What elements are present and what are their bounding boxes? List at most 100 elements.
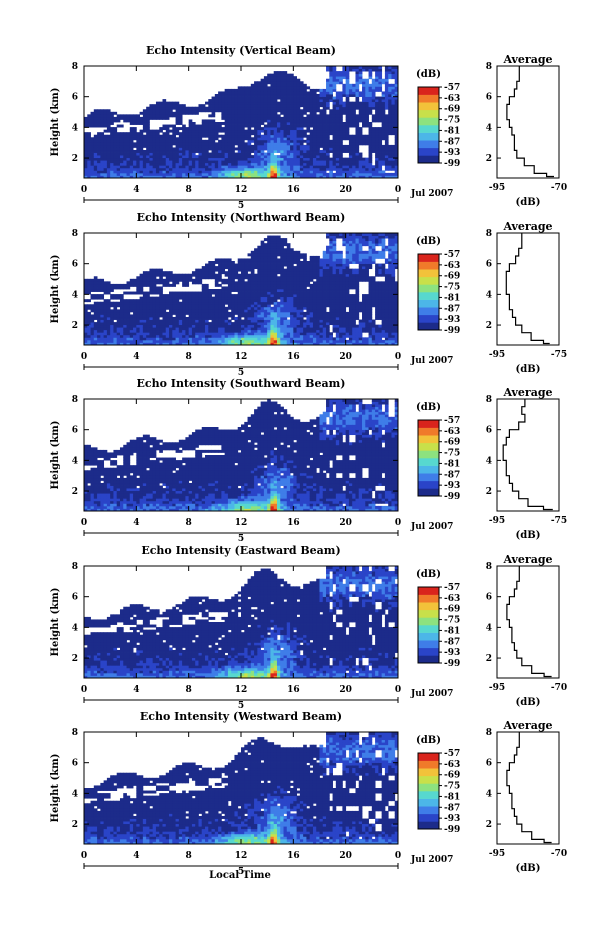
heatmap-cell xyxy=(218,304,222,308)
heatmap-cell xyxy=(126,337,131,341)
heatmap-cell xyxy=(100,286,105,290)
heatmap-cell xyxy=(155,155,160,159)
heatmap-cell xyxy=(237,329,242,333)
heatmap-cell xyxy=(195,306,199,310)
x-tick-label: 8 xyxy=(186,185,192,195)
heatmap-cell xyxy=(286,109,291,113)
heatmap-cell xyxy=(293,127,297,131)
heatmap-cell xyxy=(270,248,275,252)
heatmap-cell xyxy=(267,334,271,338)
heatmap-cell xyxy=(241,124,245,128)
heatmap-cell xyxy=(244,281,248,285)
heatmap-cell xyxy=(280,278,284,282)
heatmap-cell xyxy=(260,88,265,92)
heatmap-cell xyxy=(182,152,186,156)
heatmap-cell xyxy=(224,132,229,136)
heatmap-cell xyxy=(263,127,268,131)
heatmap-cell xyxy=(276,96,281,100)
heatmap-cell xyxy=(90,332,95,336)
heatmap-cell xyxy=(348,94,353,97)
heatmap-cell xyxy=(326,91,330,95)
heatmap-cell xyxy=(136,283,140,287)
heatmap-cell xyxy=(123,142,127,146)
heatmap-cell xyxy=(329,157,333,161)
heatmap-cell xyxy=(191,329,196,333)
heatmap-cell xyxy=(263,276,268,280)
heatmap-cell xyxy=(97,152,101,156)
heatmap-cell xyxy=(195,342,199,346)
heatmap-cell xyxy=(280,253,284,257)
heatmap-cell xyxy=(247,296,252,300)
heatmap-cell xyxy=(312,91,317,95)
heatmap-cell xyxy=(273,94,278,97)
heatmap-cell xyxy=(352,101,356,105)
heatmap-cell xyxy=(159,299,163,303)
heatmap-cell xyxy=(146,271,150,275)
heatmap-cell xyxy=(231,109,235,113)
heatmap-cell xyxy=(381,111,386,115)
heatmap-cell xyxy=(103,329,108,333)
heatmap-cell xyxy=(162,334,167,338)
heatmap-cell xyxy=(208,324,212,328)
heatmap-cell xyxy=(312,147,317,151)
heatmap-cell xyxy=(208,144,212,148)
heatmap-cell xyxy=(116,286,121,290)
heatmap-cell xyxy=(231,271,235,275)
heatmap-cell xyxy=(227,337,232,341)
heatmap-cell xyxy=(191,306,196,310)
heatmap-cell xyxy=(165,332,170,336)
heatmap-cell xyxy=(136,122,140,125)
heatmap-cell xyxy=(224,306,229,310)
heatmap-cell xyxy=(155,337,160,341)
heatmap-cell xyxy=(149,144,154,148)
heatmap-cell xyxy=(218,271,222,275)
heatmap-cell xyxy=(260,322,265,326)
heatmap-cell xyxy=(371,119,376,123)
heatmap-cell xyxy=(165,160,170,164)
heatmap-cell xyxy=(159,337,163,341)
heatmap-cell xyxy=(149,160,154,164)
heatmap-cell xyxy=(84,144,88,148)
heatmap-cell xyxy=(267,150,271,153)
heatmap-cell xyxy=(185,294,190,298)
heatmap-cell xyxy=(218,101,222,105)
heatmap-cell xyxy=(113,129,118,133)
heatmap-cell xyxy=(224,152,229,156)
heatmap-cell xyxy=(178,337,183,341)
heatmap-cell xyxy=(100,139,105,143)
heatmap-cell xyxy=(267,250,271,254)
heatmap-cell xyxy=(237,294,242,298)
heatmap-cell xyxy=(273,286,278,290)
heatmap-cell xyxy=(237,167,242,171)
heatmap-cell xyxy=(182,165,186,169)
heatmap-cell xyxy=(224,111,229,115)
heatmap-cell xyxy=(139,301,144,305)
heatmap-cell xyxy=(276,324,281,328)
heatmap-cell xyxy=(152,281,157,285)
heatmap-cell xyxy=(250,157,255,161)
heatmap-cell xyxy=(365,91,369,95)
heatmap-cell xyxy=(394,137,399,141)
heatmap-cell xyxy=(97,311,101,315)
heatmap-cell xyxy=(286,170,291,174)
heatmap-cell xyxy=(342,68,347,72)
heatmap-cell xyxy=(391,76,396,80)
heatmap-cell xyxy=(299,104,304,108)
heatmap-cell xyxy=(152,289,157,292)
heatmap-cell xyxy=(165,152,170,156)
heatmap-cell xyxy=(231,339,235,343)
heatmap-cell xyxy=(283,83,288,87)
heatmap-cell xyxy=(123,309,127,313)
heatmap-cell xyxy=(339,76,343,80)
heatmap-cell xyxy=(241,283,245,287)
heatmap-cell xyxy=(312,144,317,148)
heatmap-cell xyxy=(149,132,154,136)
heatmap-cell xyxy=(270,106,275,110)
heatmap-cell xyxy=(185,339,190,343)
heatmap-cell xyxy=(368,127,373,131)
heatmap-cell xyxy=(237,99,242,103)
heatmap-cell xyxy=(178,139,183,143)
heatmap-cell xyxy=(234,281,239,285)
heatmap-cell xyxy=(263,278,268,282)
heatmap-cell xyxy=(227,334,232,338)
